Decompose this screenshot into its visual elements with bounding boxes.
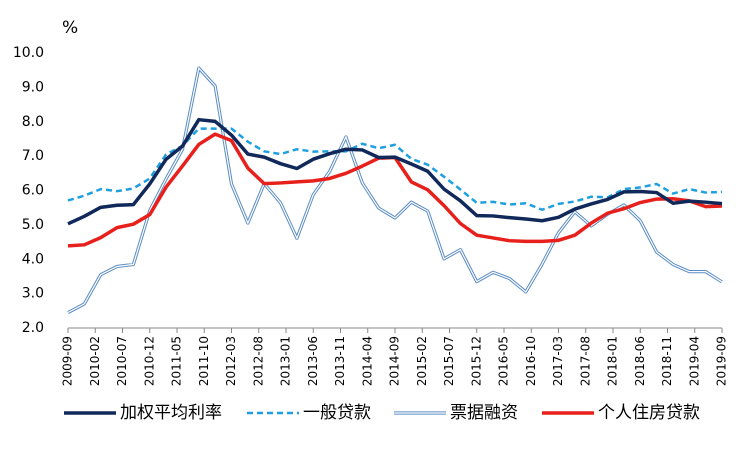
x-tick-label: 2011-10: [197, 336, 211, 386]
x-tick-label: 2015-07: [442, 336, 456, 386]
y-tick-label: 8.0: [22, 114, 44, 130]
y-tick-label: 10.0: [13, 45, 44, 61]
legend-label: 票据融资: [450, 403, 518, 423]
x-tick-label: 2014-09: [388, 336, 402, 386]
y-unit: %: [62, 18, 78, 38]
x-tick-label: 2010-07: [115, 336, 129, 386]
series-line: [67, 132, 723, 248]
x-tick-label: 2015-12: [469, 336, 483, 386]
legend-label: 一般贷款: [303, 403, 371, 423]
legend-label: 个人住房贷款: [598, 403, 700, 423]
series-line: [67, 127, 723, 211]
legend-label: 加权平均利率: [120, 403, 222, 423]
x-tick-label: 2017-08: [578, 336, 592, 386]
x-tick-label: 2011-05: [170, 336, 184, 386]
x-tick-label: 2018-01: [606, 336, 620, 386]
y-tick-label: 3.0: [22, 286, 44, 302]
y-tick-label: 5.0: [22, 217, 44, 233]
x-tick-label: 2019-04: [687, 336, 701, 386]
x-tick-label: 2013-01: [279, 336, 293, 386]
x-tick-label: 2013-11: [333, 336, 347, 386]
x-tick-label: 2010-02: [88, 336, 102, 386]
x-tick-label: 2009-09: [61, 336, 75, 386]
x-tick-label: 2018-11: [660, 336, 674, 386]
y-tick-label: 2.0: [22, 320, 44, 336]
x-tick-label: 2016-05: [497, 336, 511, 386]
x-tick-label: 2014-04: [360, 336, 374, 386]
x-tick-label: 2019-09: [715, 336, 729, 386]
x-tick-label: 2017-03: [551, 336, 565, 386]
x-tick-label: 2012-08: [251, 336, 265, 386]
series-line: [67, 117, 723, 226]
x-tick-label: 2013-06: [306, 336, 320, 386]
x-tick-label: 2018-06: [633, 336, 647, 386]
y-tick-label: 6.0: [22, 183, 44, 199]
y-tick-label: 4.0: [22, 251, 44, 267]
x-tick-label: 2012-03: [224, 336, 238, 386]
y-tick-label: 7.0: [22, 148, 44, 164]
y-tick-label: 9.0: [22, 79, 44, 95]
x-tick-label: 2015-02: [415, 336, 429, 386]
x-tick-label: 2010-12: [142, 336, 156, 386]
x-tick-label: 2016-10: [524, 336, 538, 386]
